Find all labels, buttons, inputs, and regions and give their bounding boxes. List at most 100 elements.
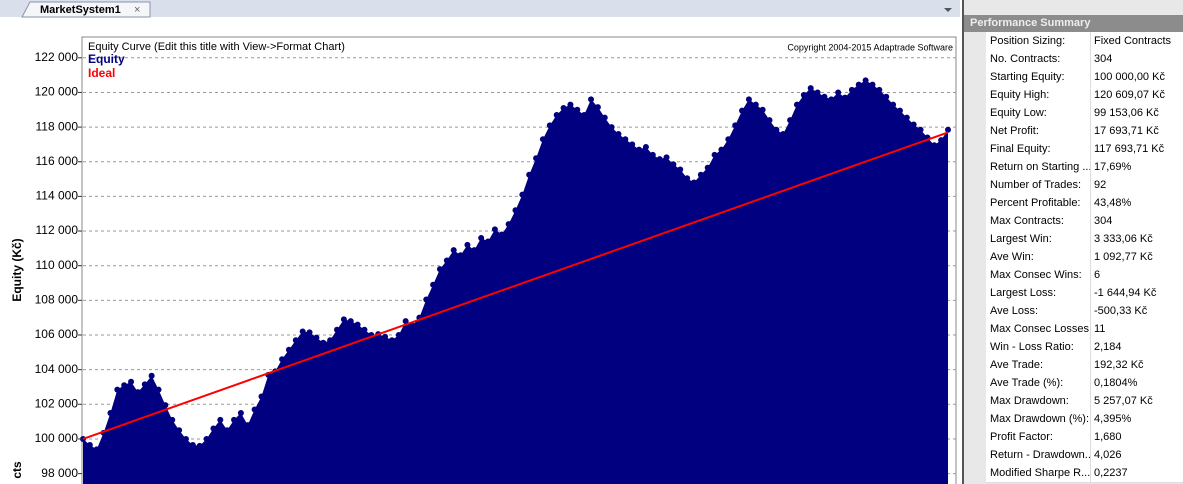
equity-point [155, 386, 162, 393]
y-tick-label: 100 000 [35, 431, 79, 445]
equity-point [697, 171, 704, 178]
summary-value: 1,680 [1094, 431, 1122, 443]
summary-label: Return on Starting ... [990, 158, 1091, 176]
equity-point [945, 126, 951, 133]
equity-point [409, 322, 416, 329]
equity-point [883, 93, 890, 100]
summary-row: No. Contracts: 304 [986, 50, 1183, 69]
summary-label: Win - Loss Ratio: [990, 338, 1091, 356]
equity-point [663, 154, 670, 161]
summary-value: 1 092,77 Kč [1094, 251, 1153, 263]
equity-point [340, 316, 347, 323]
tab-label[interactable]: MarketSystem1 [40, 4, 121, 16]
equity-point [876, 86, 883, 93]
y-tick-label: 120 000 [35, 85, 79, 99]
equity-point [196, 442, 203, 449]
summary-label: Ave Win: [990, 248, 1091, 266]
equity-point [162, 402, 169, 409]
summary-label: Return - Drawdown... [990, 446, 1091, 464]
summary-value: 100 000,00 Kč [1094, 71, 1165, 83]
equity-point [134, 389, 141, 396]
summary-row: Equity Low: 99 153,06 Kč [986, 104, 1183, 123]
tab[interactable] [21, 1, 151, 18]
equity-point [725, 136, 732, 143]
equity-point [704, 164, 711, 171]
chart-title: Equity Curve (Edit this title with View-… [88, 41, 345, 53]
summary-value: -500,33 Kč [1094, 305, 1148, 317]
y-tick-label: 102 000 [35, 396, 79, 410]
summary-row: Net Profit: 17 693,71 Kč [986, 122, 1183, 141]
equity-point [388, 337, 395, 344]
equity-point [498, 231, 505, 238]
summary-value: 3 333,06 Kč [1094, 233, 1153, 245]
equity-point [169, 416, 176, 423]
summary-value: 92 [1094, 179, 1107, 191]
equity-point [759, 106, 766, 113]
y-tick-label: 114 000 [36, 189, 79, 203]
equity-point [423, 296, 430, 303]
summary-label: Percent Profitable: [990, 194, 1091, 212]
equity-point [807, 85, 814, 92]
summary-title: Performance Summary [964, 15, 1183, 32]
equity-point [244, 422, 251, 429]
equity-point [361, 326, 368, 333]
summary-row: Return - Drawdown... 4,026 [986, 446, 1183, 465]
summary-value: 0,1804% [1094, 377, 1138, 389]
equity-point [567, 101, 574, 108]
equity-point [93, 446, 100, 453]
summary-panel: Performance Summary Position Sizing: Fixe… [962, 0, 1183, 484]
summary-value: 4,395% [1094, 413, 1132, 425]
summary-row: Starting Equity: 100 000,00 Kč [986, 68, 1183, 87]
tab-close[interactable]: × [134, 4, 140, 16]
ideal-line [82, 131, 949, 440]
y-tick-label: 116 000 [36, 154, 79, 168]
summary-label: Modified Sharpe R... [990, 464, 1091, 482]
equity-point [931, 142, 938, 149]
equity-point [107, 409, 114, 416]
equity-point [553, 111, 560, 118]
summary-label: Number of Trades: [990, 176, 1091, 194]
equity-point [189, 442, 196, 449]
summary-row: Win - Loss Ratio: 2,184 [986, 338, 1183, 357]
equity-point [622, 136, 629, 143]
summary-label: Ave Trade: [990, 356, 1091, 374]
equity-point [739, 107, 746, 114]
summary-label: Net Profit: [990, 122, 1091, 140]
equity-point [821, 93, 828, 100]
equity-point [608, 124, 615, 131]
equity-point [629, 141, 636, 148]
equity-point [292, 337, 299, 344]
summary-label: Position Sizing: [990, 32, 1091, 50]
equity-point [615, 131, 622, 138]
equity-point [224, 427, 231, 434]
equity-point [478, 234, 485, 241]
summary-row: Position Sizing: Fixed Contracts [986, 32, 1183, 51]
summary-row: Number of Trades: 92 [986, 176, 1183, 195]
equity-point [690, 179, 697, 186]
equity-point [114, 386, 121, 393]
equity-point [814, 89, 821, 96]
tab-menu[interactable] [944, 8, 952, 12]
summary-label: Equity Low: [990, 104, 1091, 122]
tab-bar [0, 0, 960, 17]
equity-point [512, 207, 519, 214]
summary-value: 17 693,71 Kč [1094, 125, 1159, 137]
equity-point [354, 321, 361, 328]
equity-point [656, 156, 663, 163]
summary-label: Final Equity: [990, 140, 1091, 158]
summary-row: Max Consec Losses: 11 [986, 320, 1183, 339]
chart-window: MarketSystem1 × Equity Curve (Edit this … [0, 0, 960, 484]
equity-point [787, 117, 794, 124]
y-tick-label: 122 000 [35, 50, 79, 64]
summary-value: 2,184 [1094, 341, 1122, 353]
summary-row: Modified Sharpe R... 0,2237 [986, 464, 1183, 483]
equity-point [203, 435, 210, 442]
summary-value: 6 [1094, 269, 1101, 281]
equity-point [642, 144, 649, 151]
summary-row: Max Contracts: 304 [986, 212, 1183, 231]
y-tick-label: 118 000 [36, 119, 79, 133]
equity-point [491, 226, 498, 233]
equity-point [382, 333, 389, 340]
summary-row: Profit Factor: 1,680 [986, 428, 1183, 447]
y-tick-label: 112 000 [36, 223, 79, 237]
